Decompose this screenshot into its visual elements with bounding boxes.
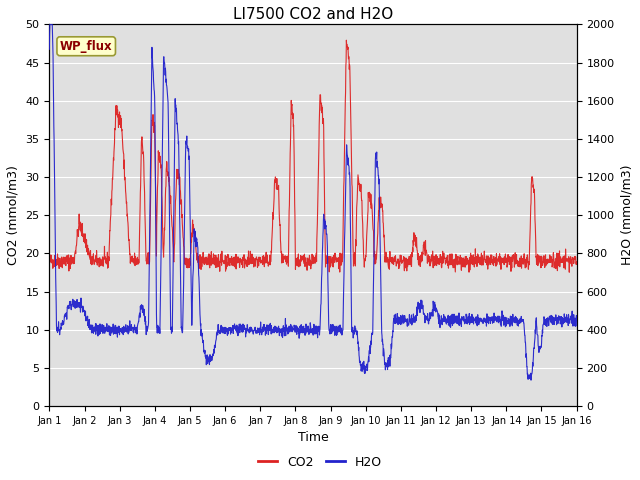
- Text: WP_flux: WP_flux: [60, 40, 113, 53]
- Title: LI7500 CO2 and H2O: LI7500 CO2 and H2O: [233, 7, 393, 22]
- Y-axis label: CO2 (mmol/m3): CO2 (mmol/m3): [7, 165, 20, 265]
- Legend: CO2, H2O: CO2, H2O: [253, 451, 387, 474]
- X-axis label: Time: Time: [298, 431, 328, 444]
- Y-axis label: H2O (mmol/m3): H2O (mmol/m3): [620, 165, 633, 265]
